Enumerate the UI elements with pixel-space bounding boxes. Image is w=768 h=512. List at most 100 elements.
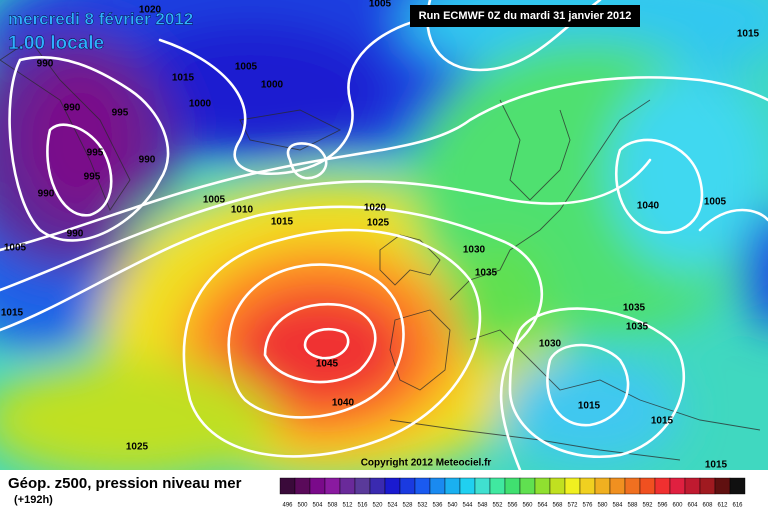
isobar-label: 1045 — [316, 359, 339, 370]
isobar-label: 1015 — [651, 416, 674, 427]
isobar-label: 1005 — [4, 243, 27, 254]
scale-label: 572 — [567, 503, 578, 509]
scale-label: 520 — [372, 503, 383, 509]
forecast-time: 1.00 locale — [8, 33, 104, 54]
scale-swatch — [279, 477, 296, 495]
scale-swatch — [699, 477, 716, 495]
scale-swatch — [729, 477, 746, 495]
scale-swatch — [369, 477, 386, 495]
scale-swatch — [669, 477, 686, 495]
scale-label: 508 — [327, 503, 338, 509]
isobar-label: 1005 — [235, 62, 258, 73]
scale-swatch — [444, 477, 461, 495]
isobar-label: 1025 — [367, 218, 390, 229]
scale-swatch — [309, 477, 326, 495]
scale-swatch — [534, 477, 551, 495]
scale-label: 504 — [312, 503, 323, 509]
scale-label: 584 — [612, 503, 623, 509]
scale-label: 564 — [537, 503, 548, 509]
scale-label: 600 — [672, 503, 683, 509]
run-info: Run ECMWF 0Z du mardi 31 janvier 2012 — [419, 10, 632, 22]
scale-swatch — [519, 477, 536, 495]
isobar-label: 995 — [112, 108, 129, 119]
scale-swatch — [384, 477, 401, 495]
isobar-label: 1005 — [203, 195, 226, 206]
isobar-label: 1015 — [705, 460, 728, 471]
scale-label: 560 — [522, 503, 533, 509]
scale-label: 516 — [357, 503, 368, 509]
scale-swatch — [474, 477, 491, 495]
scale-label: 612 — [717, 503, 728, 509]
scale-swatch — [354, 477, 371, 495]
isobar-label: 1015 — [578, 401, 601, 412]
isobar-label: 1015 — [1, 308, 24, 319]
lead-time: (+192h) — [14, 494, 53, 506]
isobar-labels: 1005990990995100510001000995995990990990… — [1, 0, 760, 471]
isobar-label: 995 — [87, 148, 104, 159]
isobar-label: 1015 — [737, 29, 760, 40]
scale-label: 532 — [417, 503, 428, 509]
forecast-date: mercredi 8 février 2012 — [8, 9, 193, 28]
isobar-label: 1005 — [704, 197, 727, 208]
isobar-label: 1005 — [369, 0, 392, 10]
scale-swatch — [324, 477, 341, 495]
scale-label: 596 — [657, 503, 668, 509]
isobar-label: 1030 — [463, 245, 486, 256]
scale-label: 544 — [462, 503, 473, 509]
scale-label: 588 — [627, 503, 638, 509]
scale-swatch — [684, 477, 701, 495]
scale-label: 568 — [552, 503, 563, 509]
scale-label: 528 — [402, 503, 413, 509]
scale-label: 524 — [387, 503, 398, 509]
isobar-label: 1025 — [126, 442, 149, 453]
scale-swatch — [549, 477, 566, 495]
scale-label: 580 — [597, 503, 608, 509]
scale-swatch — [399, 477, 416, 495]
scale-label: 592 — [642, 503, 653, 509]
scale-swatch — [579, 477, 596, 495]
isobars — [0, 0, 768, 458]
scale-swatch — [714, 477, 731, 495]
isobar-label: 990 — [64, 103, 81, 114]
scale-swatch — [594, 477, 611, 495]
scale-label: 512 — [342, 503, 353, 509]
isobar-label: 990 — [67, 229, 84, 240]
isobar-label: 1035 — [475, 268, 498, 279]
isobar-label: 1000 — [261, 80, 284, 91]
scale-swatch — [489, 477, 506, 495]
footer-title: Géop. z500, pression niveau mer — [8, 475, 242, 492]
scale-swatch — [564, 477, 581, 495]
scale-label: 552 — [492, 503, 503, 509]
scale-label: 616 — [732, 503, 743, 509]
isobar-label: 1040 — [637, 201, 660, 212]
isobar-label: 1020 — [139, 5, 162, 16]
isobar-label: 1015 — [271, 217, 294, 228]
scale-label: 536 — [432, 503, 443, 509]
scale-label: 556 — [507, 503, 518, 509]
scale-label: 608 — [702, 503, 713, 509]
scale-swatch — [624, 477, 641, 495]
isobar-label: 1040 — [332, 398, 355, 409]
run-box — [410, 5, 640, 27]
copyright: Copyright 2012 Meteociel.fr — [361, 458, 492, 469]
color-scale: 496 500 504 508 512 516 520 524 528 532 536 540 544 5… — [279, 477, 746, 509]
isobar-label: 1030 — [539, 339, 562, 350]
scale-swatch — [504, 477, 521, 495]
scale-label: 496 — [282, 503, 293, 509]
scale-swatch — [294, 477, 311, 495]
scale-swatch — [639, 477, 656, 495]
scale-swatch — [429, 477, 446, 495]
scale-swatch — [609, 477, 626, 495]
isobar-label: 1000 — [189, 99, 212, 110]
scale-swatch — [459, 477, 476, 495]
scale-label: 500 — [297, 503, 308, 509]
scale-label: 540 — [447, 503, 458, 509]
scale-label: 604 — [687, 503, 698, 509]
isobar-label: 1035 — [626, 322, 649, 333]
isobar-label: 1020 — [364, 203, 387, 214]
scale-label: 576 — [582, 503, 593, 509]
isobar-label: 995 — [84, 172, 101, 183]
scale-swatch — [654, 477, 671, 495]
field — [0, 0, 768, 470]
